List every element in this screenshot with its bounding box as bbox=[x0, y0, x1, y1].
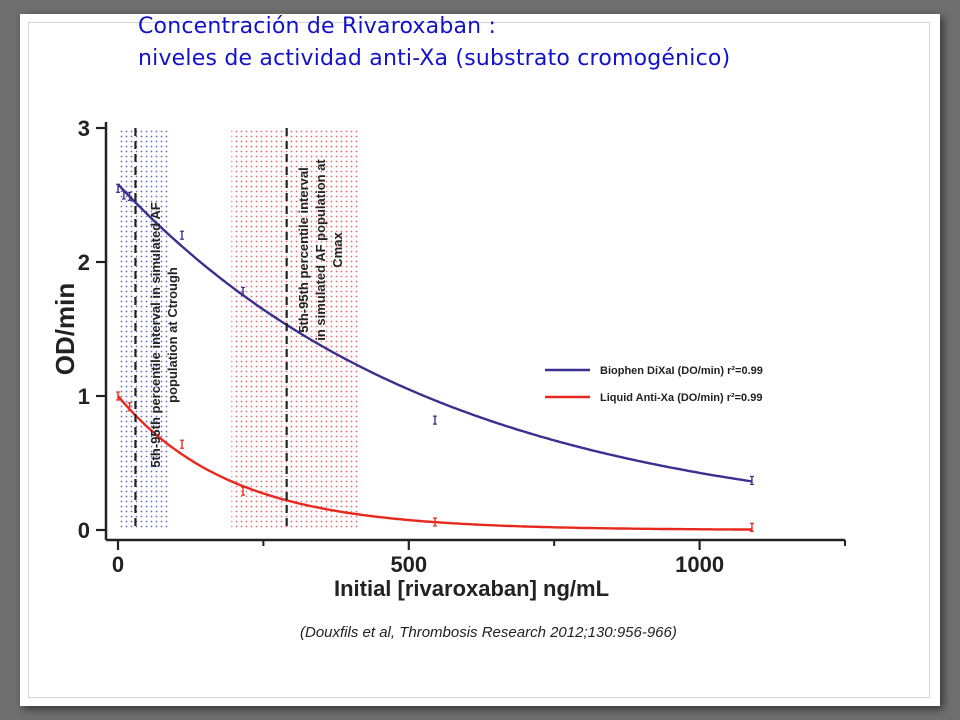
region-label-1: 5th-95th percentile interval in simulate… bbox=[148, 202, 180, 467]
data-point bbox=[749, 475, 754, 486]
y-axis-label: OD/min bbox=[50, 283, 80, 375]
fit-curve-1 bbox=[117, 183, 753, 483]
data-point bbox=[241, 486, 246, 496]
x-tick-label: 500 bbox=[390, 552, 427, 577]
region-label-2: 5th-95th percentile interval in simulated… bbox=[296, 159, 345, 341]
legend-label-1: Biophen DiXaI (DO/min) r²=0.99 bbox=[600, 365, 763, 377]
slide-title-line-1: Concentración de Rivaroxaban : bbox=[138, 14, 497, 39]
data-point bbox=[432, 415, 437, 425]
slide-frame bbox=[28, 22, 930, 698]
x-tick-label: 0 bbox=[112, 552, 124, 577]
shaded-region-1 bbox=[118, 128, 168, 530]
x-tick-label: 1000 bbox=[675, 552, 724, 577]
data-point bbox=[749, 522, 754, 532]
y-tick-label: 2 bbox=[78, 250, 90, 275]
data-point bbox=[432, 517, 437, 527]
data-point bbox=[179, 439, 184, 449]
slide bbox=[20, 14, 940, 706]
y-tick-label: 0 bbox=[78, 518, 90, 543]
data-point bbox=[121, 190, 126, 200]
citation: (Douxfils et al, Thrombosis Research 201… bbox=[300, 624, 677, 641]
slide-title-line-2: niveles de actividad anti-Xa (substrato … bbox=[138, 46, 731, 71]
data-point bbox=[116, 183, 120, 193]
data-point bbox=[127, 402, 132, 412]
y-tick-label: 1 bbox=[78, 384, 90, 409]
x-axis-label: Initial [rivaroxaban] ng/mL bbox=[334, 576, 609, 601]
data-point bbox=[179, 230, 184, 240]
y-tick-label: 3 bbox=[78, 116, 90, 141]
data-point bbox=[127, 191, 132, 201]
data-point bbox=[241, 286, 246, 297]
data-point bbox=[116, 391, 120, 401]
legend-label-2: Liquid Anti-Xa (DO/min) r²=0.99 bbox=[600, 392, 762, 404]
